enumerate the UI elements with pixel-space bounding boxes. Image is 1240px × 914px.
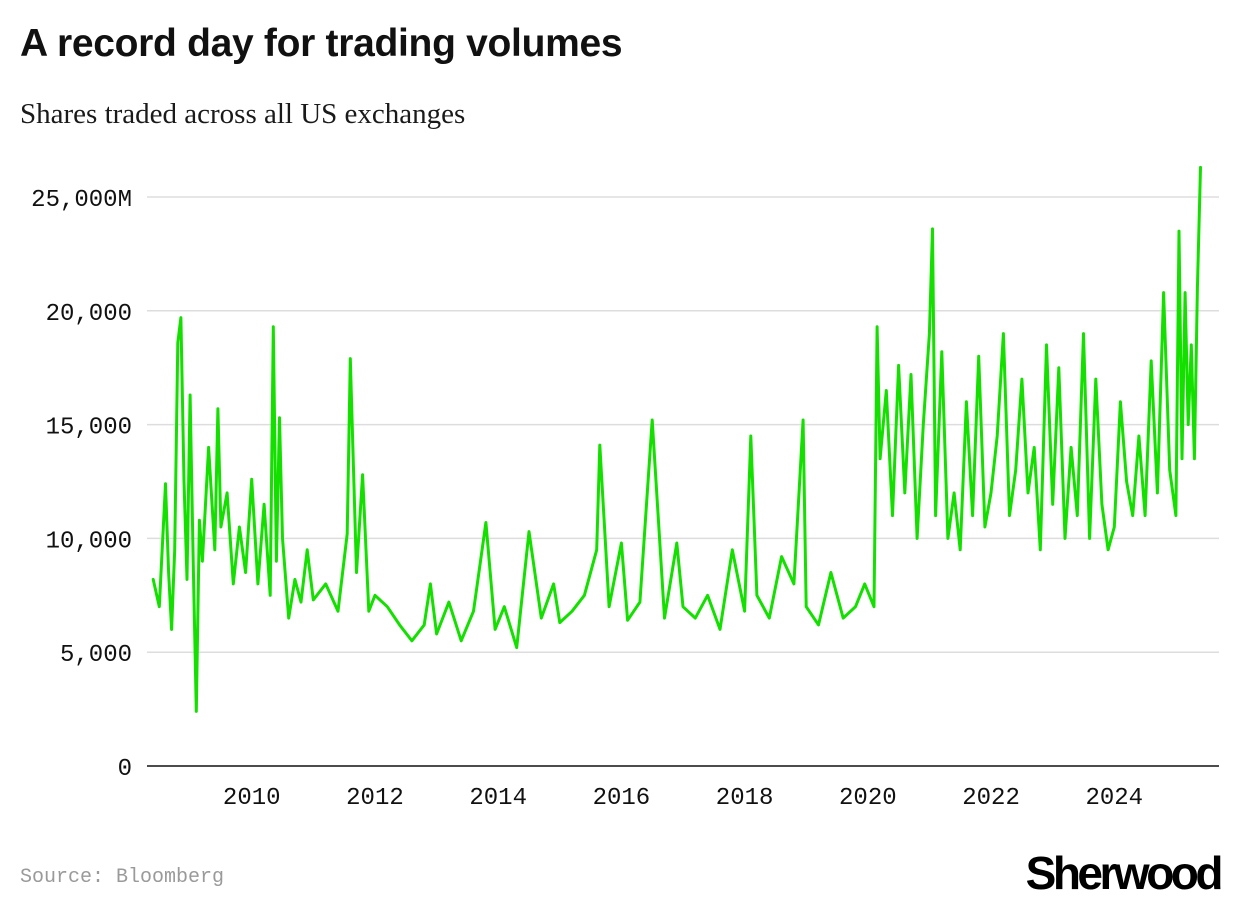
x-tick-label: 2010 bbox=[223, 785, 281, 810]
line-chart: 0 5,000 10,000 15,000 20,000 25,000M 2010 2012 2… bbox=[31, 165, 1219, 810]
x-tick-label: 2014 bbox=[469, 785, 527, 810]
brand-logo: Sherwood bbox=[1025, 847, 1224, 899]
y-tick-label: 0 bbox=[118, 756, 132, 783]
series-group bbox=[151, 165, 1202, 713]
axes: 0 5,000 10,000 15,000 20,000 25,000M 2010 2012 2… bbox=[31, 187, 1219, 810]
x-tick-label: 2020 bbox=[839, 785, 897, 810]
y-tick-label: 25,000M bbox=[31, 187, 132, 214]
y-tick-label: 15,000 bbox=[46, 415, 132, 442]
chart-title: A record day for trading volumes bbox=[20, 22, 623, 65]
y-tick-label: 10,000 bbox=[46, 528, 132, 555]
x-tick-label: 2022 bbox=[962, 785, 1020, 810]
x-tick-label: 2016 bbox=[593, 785, 651, 810]
gridlines bbox=[147, 196, 1219, 653]
x-tick-label: 2024 bbox=[1085, 785, 1143, 810]
x-tick-label: 2012 bbox=[346, 785, 404, 810]
chart-subtitle: Shares traded across all US exchanges bbox=[20, 98, 466, 130]
source-note: Source: Bloomberg bbox=[20, 866, 225, 889]
x-tick-label: 2018 bbox=[716, 785, 774, 810]
y-tick-label: 5,000 bbox=[60, 642, 132, 669]
series-line bbox=[151, 165, 1202, 713]
y-tick-label: 20,000 bbox=[46, 301, 132, 328]
